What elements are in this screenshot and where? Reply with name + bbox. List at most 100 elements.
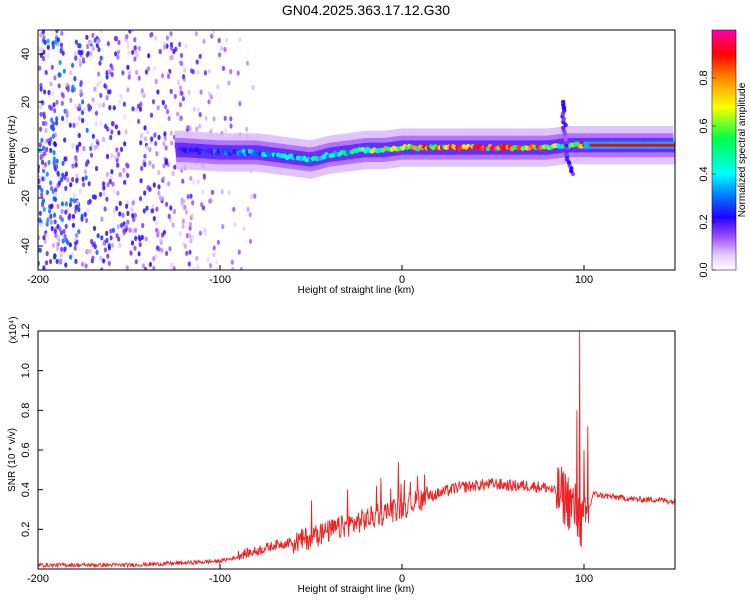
noise-speckle	[53, 196, 58, 202]
noise-speckle	[55, 245, 60, 251]
noise-speckle	[96, 233, 100, 239]
colorbar-tick-label: 0.0	[698, 262, 710, 277]
noise-speckle	[76, 199, 80, 206]
noise-speckle	[62, 228, 66, 234]
spike-cell	[561, 125, 566, 131]
noise-speckle	[128, 227, 132, 233]
noise-speckle	[117, 151, 121, 158]
colorbar-ticks: 0.0 0.2 0.4 0.6 0.8	[698, 70, 716, 278]
noise-speckle	[148, 160, 152, 166]
noise-speckle	[89, 51, 93, 57]
noise-speckle	[236, 70, 240, 76]
noise-speckle	[191, 212, 195, 219]
noise-speckle	[91, 97, 95, 103]
noise-speckle	[40, 137, 44, 143]
noise-speckle	[139, 178, 143, 184]
noise-speckle	[169, 31, 173, 37]
noise-speckle	[157, 134, 161, 140]
noise-speckle	[162, 44, 167, 50]
noise-speckle	[65, 118, 69, 124]
y-tick-label: 1.0	[20, 363, 32, 378]
snr-ylabel: SNR (10 * v/v)	[7, 428, 18, 492]
noise-speckle	[59, 48, 63, 54]
noise-speckle	[156, 105, 160, 111]
noise-speckle	[68, 213, 72, 219]
noise-speckle	[98, 191, 103, 197]
noise-speckle	[63, 137, 67, 143]
noise-speckle	[178, 85, 183, 91]
noise-speckle	[229, 116, 233, 122]
noise-speckle	[166, 109, 170, 115]
noise-speckle	[68, 122, 72, 128]
noise-speckle	[133, 37, 137, 43]
noise-speckle	[102, 258, 106, 264]
noise-speckle	[74, 55, 78, 61]
colorbar-gradient	[712, 30, 736, 270]
noise-speckle	[51, 91, 55, 97]
noise-speckle	[41, 176, 45, 182]
noise-speckle	[154, 140, 158, 147]
noise-speckle	[85, 217, 89, 224]
noise-speckle	[64, 223, 68, 229]
noise-speckle	[179, 116, 183, 122]
noise-speckle	[230, 259, 234, 265]
noise-speckle	[191, 200, 195, 206]
noise-speckle	[98, 60, 102, 66]
noise-speckle	[152, 256, 156, 262]
noise-speckle	[221, 223, 225, 230]
strong-band-core	[589, 143, 675, 147]
snr-ticks: -200 -100 0 100 0.2 0.4 0.6 0.8 1.0 1.2	[20, 323, 593, 585]
noise-speckle	[57, 180, 62, 186]
y-tick-label: -20	[20, 190, 32, 206]
noise-speckle	[181, 96, 185, 102]
noise-speckle	[184, 43, 188, 49]
noise-speckle	[148, 147, 152, 153]
noise-speckle	[156, 89, 160, 95]
snr-panel: -200 -100 0 100 0.2 0.4 0.6 0.8 1.0 1.2 (x10⁴) He…	[7, 316, 676, 595]
noise-speckle	[169, 88, 173, 94]
noise-speckle	[45, 189, 50, 195]
noise-speckle	[184, 209, 189, 215]
noise-speckle	[110, 242, 114, 248]
noise-speckle	[115, 147, 119, 153]
noise-speckle	[218, 52, 222, 58]
noise-speckle	[147, 53, 151, 59]
noise-speckle	[102, 181, 106, 187]
noise-speckle	[237, 249, 241, 255]
noise-speckle	[181, 178, 185, 184]
noise-speckle	[171, 170, 175, 176]
noise-speckle	[232, 206, 236, 212]
noise-speckle	[113, 154, 117, 160]
figure-title: GN04.2025.363.17.12.G30	[282, 2, 450, 18]
noise-speckle	[231, 266, 235, 270]
x-tick-label: -200	[27, 274, 49, 286]
noise-speckle	[251, 84, 255, 90]
noise-speckle	[152, 216, 156, 222]
noise-speckle	[183, 67, 187, 73]
noise-speckle	[245, 60, 250, 66]
noise-speckle	[55, 30, 59, 34]
noise-speckle	[188, 249, 192, 255]
noise-speckle	[187, 89, 191, 95]
noise-speckle	[74, 157, 78, 163]
noise-speckle	[164, 104, 168, 110]
noise-speckle	[170, 140, 174, 146]
noise-speckle	[143, 161, 147, 168]
noise-speckle	[71, 62, 75, 68]
noise-speckle	[171, 222, 175, 228]
noise-speckle	[60, 100, 64, 106]
noise-speckle	[54, 191, 58, 197]
noise-speckle	[52, 156, 56, 162]
noise-speckle	[209, 263, 213, 269]
noise-speckle	[169, 55, 173, 61]
noise-speckle	[134, 259, 138, 265]
noise-speckle	[173, 93, 177, 99]
noise-speckle	[76, 121, 80, 127]
noise-speckle	[131, 228, 135, 234]
noise-speckle	[41, 30, 45, 35]
noise-speckle	[53, 164, 57, 170]
noise-speckle	[105, 153, 110, 160]
noise-speckle	[99, 255, 103, 261]
noise-speckle	[77, 229, 81, 235]
